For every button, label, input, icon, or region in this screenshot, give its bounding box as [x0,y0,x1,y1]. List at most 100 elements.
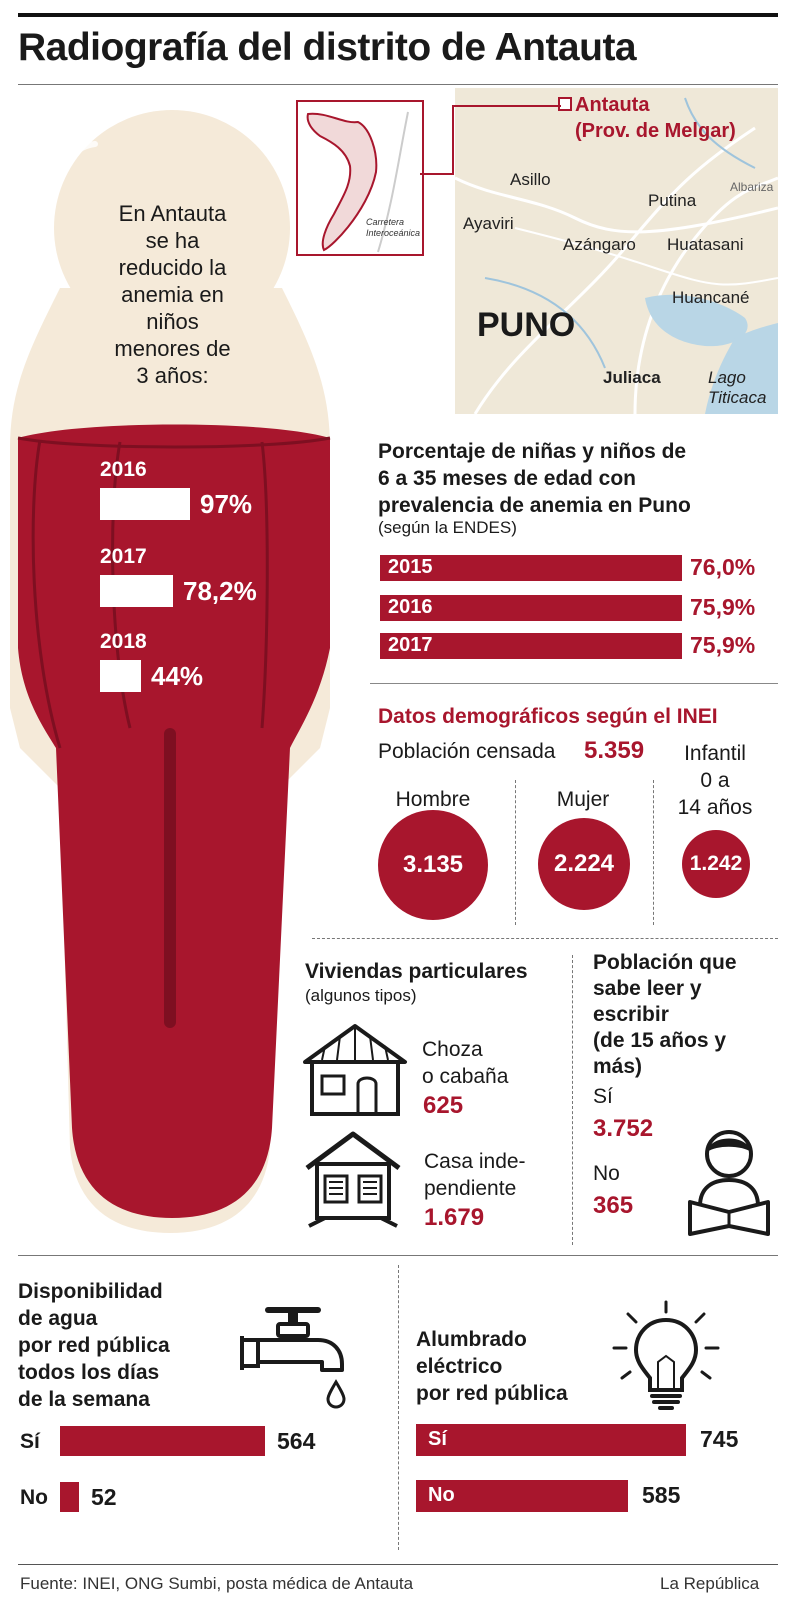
map: Asillo Albariza Putina Ayaviri Azángaro … [455,88,778,414]
hut-icon [303,1024,407,1116]
luz-title-line: Alumbrado [416,1328,527,1351]
casa-label: Casa inde- pendiente [424,1148,526,1202]
caption-line: En Antauta [118,201,227,226]
anemia-title-line: prevalencia de anemia en Puno [378,494,691,517]
population-label: Población censada [378,740,556,763]
agua-title-line: de la semana [18,1388,150,1411]
luz-bar-label: No [428,1484,455,1506]
infantil-circle: 1.242 [682,830,750,898]
lake-label-1: Lago [708,368,746,387]
faucet-icon [240,1307,346,1409]
place-juliaca: Juliaca [603,368,661,387]
antauta-marker [558,97,572,111]
divider [312,938,778,939]
infantil-label: Infantil 0 a 14 años [660,740,770,821]
choza-label-line: o cabaña [422,1065,509,1088]
house-icon [305,1131,401,1228]
agua-bar-value: 564 [277,1428,316,1454]
bottle-bar [100,575,173,607]
choza-value: 625 [423,1092,464,1119]
caption-line: 3 años: [136,363,209,388]
luz-title-line: eléctrico [416,1355,503,1378]
bottle-bar [100,488,190,520]
baby-bottle-graphic [10,110,331,1233]
bottle-bar [100,660,141,692]
lectura-title-line: escribir [593,1003,669,1026]
place-azangaro: Azángaro [563,235,636,254]
antauta-outline [306,111,409,253]
lectura-title-line: (de 15 años y [593,1029,727,1052]
luz-bar-value: 585 [642,1482,681,1508]
infantil-label-line: Infantil [684,742,746,765]
bottle-year-label: 2018 [100,630,147,653]
place-ayaviri: Ayaviri [463,214,514,233]
anemia-bar-year: 2016 [388,596,433,618]
viviendas-subtitle: (algunos tipos) [305,986,417,1005]
luz-title: Alumbrado eléctrico por red pública [416,1326,568,1407]
divider [653,780,654,925]
luz-bar: No [416,1480,628,1512]
choza-label: Choza o cabaña [422,1036,508,1090]
divider [398,1265,399,1550]
lectura-title-line: sabe leer y [593,977,702,1000]
anemia-title-line: 6 a 35 meses de edad con [378,467,636,490]
lectura-title-line: más) [593,1055,643,1078]
caption-line: niños [146,309,199,334]
light-bulb-icon [612,1300,720,1410]
source-note: Fuente: INEI, ONG Sumbi, posta médica de… [20,1574,414,1593]
anemia-title-line: Porcentaje de niñas y niños de [378,440,687,463]
anemia-bar: 2016 [380,595,682,621]
infantil-label-line: 0 a [700,769,730,792]
map-roads [455,97,778,414]
choza-label-line: Choza [422,1038,483,1061]
antauta-label: Antauta (Prov. de Melgar) [575,92,736,144]
antauta-province: (Prov. de Melgar) [575,120,736,142]
anemia-bar-year: 2015 [388,556,433,578]
bottle-percent-label: 78,2% [183,576,257,606]
brand-logo: La República [660,1574,760,1593]
place-huancane: Huancané [672,288,750,307]
inset-label-line: Carretera [366,217,405,227]
bottle-year-label: 2016 [100,458,147,481]
bottle-year-label: 2017 [100,545,147,568]
agua-bar-value: 52 [91,1484,117,1510]
luz-bar-value: 745 [700,1426,739,1452]
agua-title-line: por red pública [18,1334,170,1357]
luz-title-line: por red pública [416,1382,568,1405]
mujer-label: Mujer [556,788,610,811]
lectura-title: Población que sabe leer y escribir (de 1… [593,950,737,1080]
hombre-label: Hombre [395,788,471,811]
agua-bar [60,1426,265,1456]
place-huatasani: Huatasani [667,235,744,254]
inset-road-label: Carretera Interoceánica [366,217,420,239]
bottle-percent-label: 44% [151,661,204,691]
divider [515,780,516,925]
antauta-name: Antauta [575,94,650,116]
anemia-bar-year: 2017 [388,634,433,656]
lectura-si-label: Sí [593,1085,613,1108]
caption-line: anemia en [121,282,224,307]
hombre-circle: 3.135 [378,810,488,920]
agua-category-label: Sí [20,1430,40,1453]
region-puno: PUNO [477,306,576,344]
mujer-circle: 2.224 [538,818,630,910]
lectura-no-value: 365 [593,1192,634,1219]
infantil-label-line: 14 años [677,796,753,819]
luz-bar-label: Sí [428,1428,447,1450]
lectura-title-line: Población que [593,951,737,974]
caption-line: reducido la [118,255,227,280]
population-value: 5.359 [584,737,645,764]
place-putina: Putina [648,191,697,210]
agua-title: Disponibilidad de agua por red pública t… [18,1278,170,1413]
anemia-bar-value: 75,9% [690,632,756,658]
agua-title-line: todos los días [18,1361,160,1384]
caption-line: se ha [145,228,200,253]
anemia-chart-title: Porcentaje de niñas y niños de 6 a 35 me… [378,438,691,519]
agua-title-line: Disponibilidad [18,1280,163,1303]
agua-bar [60,1482,79,1512]
viviendas-title: Viviendas particulares [305,960,528,983]
bottle-percent-label: 97% [200,489,253,519]
lake-label-2: Titicaca [708,388,767,407]
agua-title-line: de agua [18,1307,98,1330]
anemia-bar-value: 76,0% [690,554,756,580]
